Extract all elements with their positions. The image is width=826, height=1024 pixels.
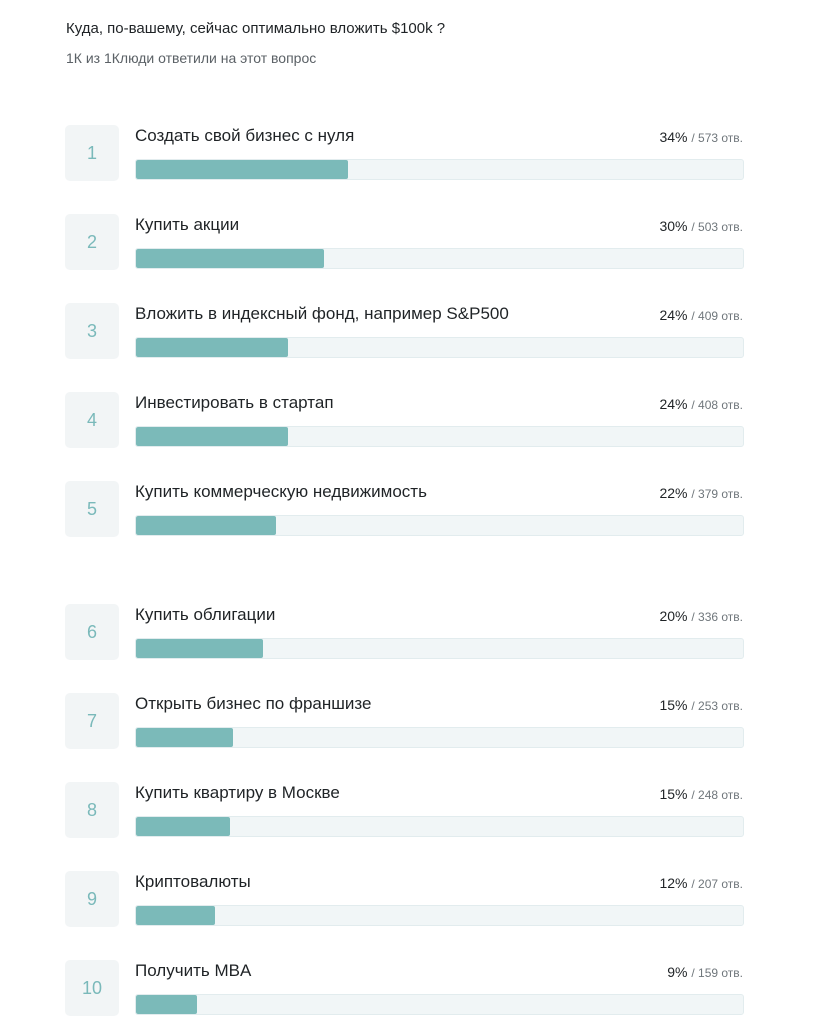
option-label: Вложить в индексный фонд, например S&P50… — [135, 304, 509, 323]
option-number: 5 — [65, 481, 119, 537]
progress-fill — [136, 338, 288, 357]
option-label: Купить квартиру в Москве — [135, 783, 340, 802]
option-label: Инвестировать в стартап — [135, 393, 334, 412]
option-percent: 30% — [659, 218, 688, 234]
poll-option[interactable]: 2 Купить акции 30% / 503 отв. — [0, 214, 826, 272]
option-percent: 15% — [659, 786, 688, 802]
option-number: 3 — [65, 303, 119, 359]
option-number: 6 — [65, 604, 119, 660]
option-percent: 20% — [659, 608, 688, 624]
poll-option[interactable]: 3 Вложить в индексный фонд, например S&P… — [0, 303, 826, 361]
progress-track — [135, 515, 744, 536]
progress-track — [135, 426, 744, 447]
poll-option[interactable]: 9 Криптовалюты 12% / 207 отв. — [0, 871, 826, 929]
progress-fill — [136, 995, 197, 1014]
progress-fill — [136, 427, 288, 446]
option-percent: 12% — [659, 875, 688, 891]
progress-fill — [136, 728, 234, 747]
poll-option[interactable]: 7 Открыть бизнес по франшизе 15% / 253 о… — [0, 693, 826, 751]
option-vote-count: / 207 отв. — [691, 877, 743, 891]
progress-fill — [136, 817, 231, 836]
progress-fill — [136, 639, 264, 658]
option-label: Криптовалюты — [135, 872, 251, 891]
poll-response-count: 1К из 1Клюди ответили на этот вопрос — [66, 50, 317, 66]
progress-track — [135, 638, 744, 659]
progress-fill — [136, 516, 276, 535]
poll-option[interactable]: 8 Купить квартиру в Москве 15% / 248 отв… — [0, 782, 826, 840]
option-vote-count: / 248 отв. — [691, 788, 743, 802]
option-label: Купить облигации — [135, 605, 276, 624]
option-percent: 24% — [659, 307, 688, 323]
option-number: 8 — [65, 782, 119, 838]
option-label: Открыть бизнес по франшизе — [135, 694, 372, 713]
option-stats: 30% / 503 отв. — [659, 218, 743, 234]
option-vote-count: / 159 отв. — [691, 966, 743, 980]
option-label: Создать свой бизнес с нуля — [135, 126, 355, 145]
poll-option[interactable]: 10 Получить MBA 9% / 159 отв. — [0, 960, 826, 1018]
option-stats: 24% / 409 отв. — [659, 307, 743, 323]
poll-option[interactable]: 1 Создать свой бизнес с нуля 34% / 573 о… — [0, 125, 826, 183]
option-stats: 15% / 248 отв. — [659, 786, 743, 802]
option-percent: 9% — [667, 964, 688, 980]
option-stats: 34% / 573 отв. — [659, 129, 743, 145]
progress-track — [135, 337, 744, 358]
option-number: 7 — [65, 693, 119, 749]
option-label: Купить коммерческую недвижимость — [135, 482, 427, 501]
option-number: 10 — [65, 960, 119, 1016]
option-stats: 20% / 336 отв. — [659, 608, 743, 624]
option-percent: 22% — [659, 485, 688, 501]
option-vote-count: / 503 отв. — [691, 220, 743, 234]
option-number: 2 — [65, 214, 119, 270]
progress-fill — [136, 906, 215, 925]
option-vote-count: / 336 отв. — [691, 610, 743, 624]
option-stats: 12% / 207 отв. — [659, 875, 743, 891]
progress-fill — [136, 249, 325, 268]
progress-track — [135, 248, 744, 269]
option-label: Купить акции — [135, 215, 240, 234]
progress-fill — [136, 160, 349, 179]
option-percent: 15% — [659, 697, 688, 713]
option-percent: 34% — [659, 129, 688, 145]
option-vote-count: / 573 отв. — [691, 131, 743, 145]
progress-track — [135, 994, 744, 1015]
option-percent: 24% — [659, 396, 688, 412]
option-stats: 24% / 408 отв. — [659, 396, 743, 412]
option-label: Получить MBA — [135, 961, 252, 980]
option-number: 1 — [65, 125, 119, 181]
progress-track — [135, 727, 744, 748]
progress-track — [135, 905, 744, 926]
poll-question: Куда, по-вашему, сейчас оптимально вложи… — [66, 20, 446, 37]
option-vote-count: / 253 отв. — [691, 699, 743, 713]
poll-option[interactable]: 5 Купить коммерческую недвижимость 22% /… — [0, 481, 826, 539]
poll-option[interactable]: 4 Инвестировать в стартап 24% / 408 отв. — [0, 392, 826, 450]
option-number: 4 — [65, 392, 119, 448]
progress-track — [135, 816, 744, 837]
option-stats: 15% / 253 отв. — [659, 697, 743, 713]
option-stats: 22% / 379 отв. — [659, 485, 743, 501]
option-vote-count: / 408 отв. — [691, 398, 743, 412]
option-vote-count: / 409 отв. — [691, 309, 743, 323]
option-vote-count: / 379 отв. — [691, 487, 743, 501]
option-number: 9 — [65, 871, 119, 927]
option-stats: 9% / 159 отв. — [667, 964, 743, 980]
progress-track — [135, 159, 744, 180]
poll-option[interactable]: 6 Купить облигации 20% / 336 отв. — [0, 604, 826, 662]
